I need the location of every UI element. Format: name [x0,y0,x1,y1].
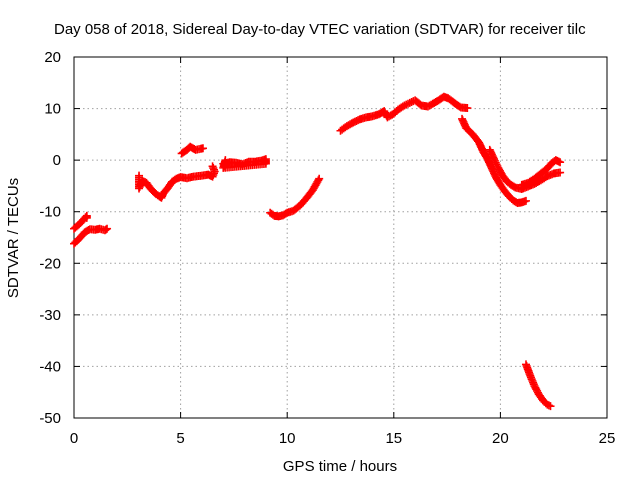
data-point [315,174,324,183]
x-tick-label: 25 [599,430,616,447]
data-point [402,100,411,109]
data-point [208,162,217,171]
y-tick-label: 10 [44,101,61,118]
x-tick-label: 15 [385,430,402,447]
data-point [404,99,413,108]
y-tick-label: 0 [53,152,61,169]
y-axis-label: SDTVAR / TECUs [5,178,22,298]
x-tick-label: 20 [492,430,509,447]
data-point [221,156,230,165]
data-point [405,98,414,107]
data-point [521,196,530,205]
axis-ticks: 0 5 10 15 20 25 20 10 0 -10 -20 -30 -40 -50 [39,49,615,447]
data-point [463,104,472,113]
y-tick-label: -40 [39,358,61,375]
x-tick-label: 0 [70,430,78,447]
y-tick-label: -50 [39,410,61,427]
data-point [314,176,323,185]
y-tick-label: 20 [44,49,61,66]
data-point [491,158,500,167]
y-tick-label: -20 [39,255,61,272]
data-point [103,224,112,233]
data-point [556,158,565,167]
data-point [490,155,499,164]
x-axis-label: GPS time / hours [283,458,397,475]
y-tick-label: -10 [39,204,61,221]
y-tick-label: -30 [39,307,61,324]
data-point [400,101,409,110]
data-point [198,144,207,153]
x-tick-label: 5 [176,430,184,447]
chart-title: Day 058 of 2018, Sidereal Day-to-day VTE… [54,21,586,38]
data-point [82,213,91,222]
grid [74,57,607,418]
x-tick-label: 10 [279,430,296,447]
data-point [492,160,501,169]
plot-frame [73,56,608,419]
data-point [546,402,555,411]
data-point [490,156,499,165]
data-points [70,92,565,411]
data-point [556,168,565,177]
